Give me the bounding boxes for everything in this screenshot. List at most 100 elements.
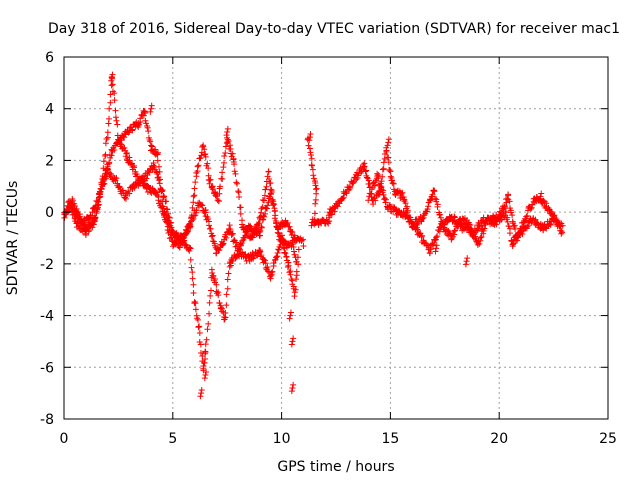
data-point-track-d [433, 198, 440, 205]
data-point-track-a [290, 248, 297, 255]
data-point-track-b [69, 195, 76, 202]
data-point-track-a [104, 129, 111, 136]
data-point-outlier [462, 261, 469, 268]
data-point-track-d [472, 237, 479, 244]
data-point-track-d [501, 204, 508, 211]
data-point-track-a [176, 244, 183, 251]
data-point-track-b [187, 256, 194, 263]
data-point-track-b [76, 213, 83, 220]
data-point-track-a [111, 97, 118, 104]
y-tick-label: 2 [45, 153, 54, 169]
data-point-track-b [192, 300, 199, 307]
data-point-track-d [451, 228, 458, 235]
data-point-track-d [477, 234, 484, 241]
data-point-outlier [464, 255, 471, 262]
data-point-track-c [118, 137, 125, 144]
data-point-track-b [188, 264, 195, 271]
data-point-outlier [198, 387, 205, 394]
data-point-track-c [261, 197, 268, 204]
data-point-track-c [289, 228, 296, 235]
data-point-track-c [215, 198, 222, 205]
data-point-outlier [309, 219, 316, 226]
data-point-track-b [126, 190, 133, 197]
data-point-track-c [159, 198, 166, 205]
data-point-track-b [196, 338, 203, 345]
data-point-track-c [265, 168, 272, 175]
data-point-track-a [213, 250, 220, 257]
data-point-track-c [181, 234, 188, 241]
data-point-track-a [193, 207, 200, 214]
data-point-track-d [432, 195, 439, 202]
data-point-track-b [223, 291, 230, 298]
data-point-track-c [69, 211, 76, 218]
data-point-outlier [538, 190, 545, 197]
x-tick-label: 10 [273, 431, 291, 447]
data-point-track-c [187, 224, 194, 231]
data-point-track-e [381, 195, 388, 202]
data-point-track-c [264, 173, 271, 180]
data-point-track-a [220, 240, 227, 247]
data-point-outlier [384, 142, 391, 149]
data-point-track-a [205, 215, 212, 222]
data-point-track-b [203, 336, 210, 343]
x-axis-label: GPS time / hours [277, 459, 394, 475]
data-point-track-c [200, 142, 207, 149]
data-point-track-b [146, 169, 153, 176]
data-point-track-d [400, 194, 407, 201]
data-point-outlier [306, 134, 313, 141]
data-point-track-b [294, 254, 301, 261]
data-point-track-b [282, 250, 289, 257]
data-point-track-b [200, 362, 207, 369]
data-point-track-c [129, 126, 136, 133]
data-point-track-d [379, 166, 386, 173]
data-point-track-e [365, 197, 372, 204]
data-point-track-b [292, 286, 299, 293]
data-point-track-d [353, 176, 360, 183]
data-point-track-b [186, 244, 193, 251]
data-point-track-c [153, 150, 160, 157]
data-point-outlier [287, 309, 294, 316]
data-point-track-d [325, 220, 332, 227]
data-point-outlier [108, 74, 115, 81]
data-point-track-c [103, 166, 110, 173]
data-point-track-e [519, 231, 526, 238]
data-point-track-b [280, 244, 287, 251]
data-point-track-b [215, 292, 222, 299]
data-point-track-d [309, 166, 316, 173]
y-tick-label: 0 [45, 205, 54, 221]
data-point-track-c [202, 151, 209, 158]
data-point-track-e [434, 233, 441, 240]
data-point-track-c [73, 219, 80, 226]
data-point-track-b [274, 250, 281, 257]
data-point-track-e [502, 208, 509, 215]
data-point-track-c [224, 136, 231, 143]
data-point-track-d [390, 180, 397, 187]
data-point-outlier [286, 315, 293, 322]
data-point-track-d [312, 200, 319, 207]
data-point-track-d [307, 152, 314, 159]
data-point-track-c [284, 219, 291, 226]
data-point-track-b [270, 259, 277, 266]
data-point-track-b [206, 299, 213, 306]
data-point-outlier [109, 71, 116, 78]
data-point-track-c [263, 183, 270, 190]
data-point-track-c [126, 128, 133, 135]
data-point-track-b [268, 271, 275, 278]
data-point-track-a [107, 91, 114, 98]
data-point-track-b [286, 269, 293, 276]
data-point-track-d [359, 166, 366, 173]
data-point-track-c [220, 164, 227, 171]
data-point-track-d [372, 197, 379, 204]
data-point-track-a [105, 115, 112, 122]
data-point-track-c [235, 188, 242, 195]
data-point-track-d [387, 173, 394, 180]
data-point-track-d [523, 213, 530, 220]
data-point-track-d [476, 240, 483, 247]
data-point-track-b [155, 177, 162, 184]
x-tick-label: 20 [490, 431, 508, 447]
data-point-track-c [271, 215, 278, 222]
data-point-track-a [111, 90, 118, 97]
data-point-track-d [508, 209, 515, 216]
data-point-track-b [258, 252, 265, 259]
